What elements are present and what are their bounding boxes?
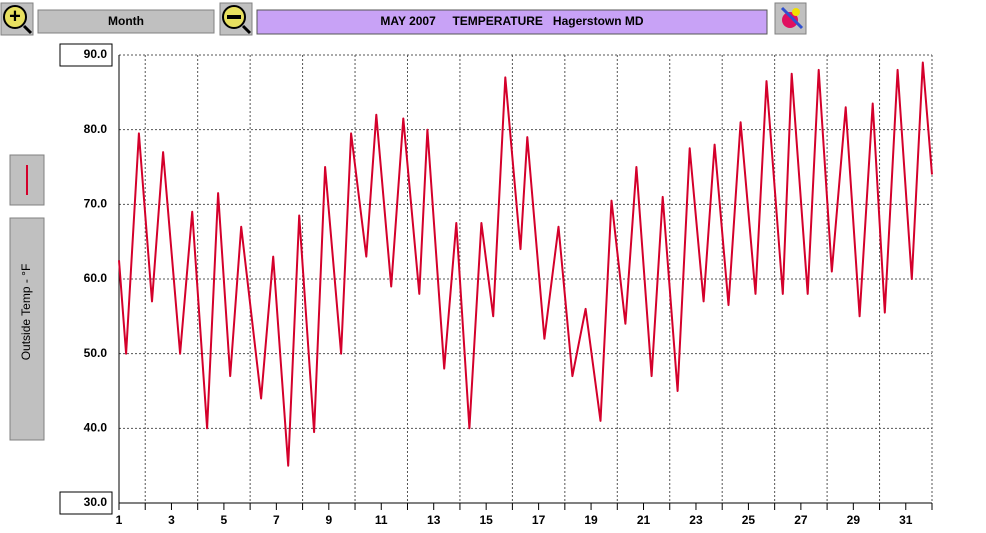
x-tick-label: 1 — [116, 513, 123, 527]
x-tick-label: 11 — [375, 513, 388, 527]
svg-text:+: + — [9, 5, 21, 27]
x-tick-label: 25 — [742, 513, 756, 527]
x-tick-label: 7 — [273, 513, 280, 527]
y-tick-label: 60.0 — [84, 271, 108, 285]
x-tick-label: 27 — [794, 513, 808, 527]
y-tick-label: 80.0 — [84, 122, 108, 136]
y-tick-label: 70.0 — [84, 197, 108, 211]
y-min-box — [59, 491, 113, 515]
x-tick-label: 13 — [427, 513, 441, 527]
x-tick-label: 31 — [899, 513, 913, 527]
x-tick-label: 21 — [637, 513, 651, 527]
x-tick-label: 15 — [479, 513, 493, 527]
y-max-box — [59, 43, 113, 67]
y-tick-label: 90.0 — [84, 47, 108, 61]
y-tick-label: 40.0 — [84, 421, 108, 435]
x-tick-label: 3 — [168, 513, 175, 527]
y-tick-label: 50.0 — [84, 346, 108, 360]
x-tick-label: 17 — [532, 513, 546, 527]
temperature-line — [118, 61, 933, 467]
x-tick-label: 29 — [847, 513, 861, 527]
x-tick-label: 19 — [584, 513, 598, 527]
title-box — [256, 9, 768, 35]
y-tick-label: 30.0 — [84, 495, 108, 509]
period-label: Month — [108, 14, 144, 28]
x-tick-label: 9 — [325, 513, 332, 527]
zoom-in-button[interactable]: + — [0, 2, 34, 36]
x-tick-label: 5 — [221, 513, 228, 527]
period-button[interactable] — [37, 9, 215, 34]
axis-label-button[interactable] — [9, 217, 45, 441]
y-axis-label: Outside Temp - °F — [19, 264, 33, 361]
chart-title: MAY 2007 TEMPERATURE Hagerstown MD — [380, 14, 644, 28]
paint-button[interactable] — [774, 2, 807, 35]
x-tick-label: 23 — [689, 513, 703, 527]
zoom-out-button[interactable] — [219, 2, 253, 36]
